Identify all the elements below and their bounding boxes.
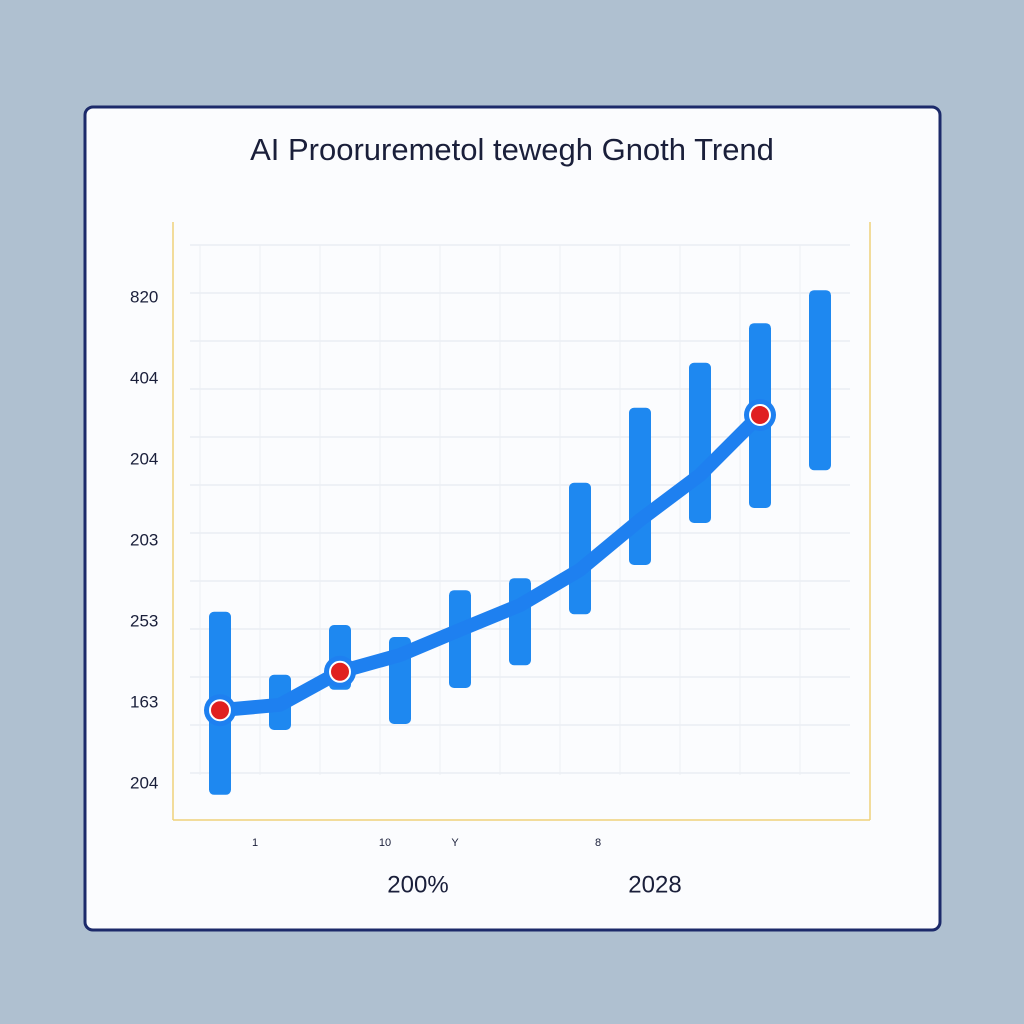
- x-tick-label: Y: [451, 837, 459, 849]
- x-label: 200%: [387, 871, 448, 898]
- marker: [209, 699, 231, 722]
- marker: [749, 404, 771, 426]
- x-tick-label: 8: [595, 837, 601, 849]
- y-tick-label: 820: [130, 287, 158, 306]
- range-bar: [809, 290, 831, 471]
- trend-line: [213, 408, 767, 718]
- x-tick-label: 1: [252, 837, 258, 849]
- marker: [329, 660, 351, 683]
- chart-title: AI Prooruremetol tewegh Gnoth Trend: [250, 132, 774, 167]
- y-tick-label: 204: [130, 773, 158, 792]
- y-tick-label: 404: [130, 368, 158, 387]
- range-bar: [629, 407, 651, 565]
- x-label: 2028: [628, 871, 681, 898]
- range-bar: [509, 578, 531, 666]
- range-bar: [449, 590, 471, 688]
- y-tick-label: 203: [130, 530, 158, 549]
- card: [83, 105, 942, 932]
- y-tick-label: 163: [130, 692, 158, 711]
- x-tick-label: 10: [379, 837, 391, 849]
- y-tick-label: 204: [130, 449, 158, 468]
- y-tick-label: 253: [130, 611, 158, 630]
- range-bar: [569, 482, 591, 615]
- range-bar: [689, 362, 711, 523]
